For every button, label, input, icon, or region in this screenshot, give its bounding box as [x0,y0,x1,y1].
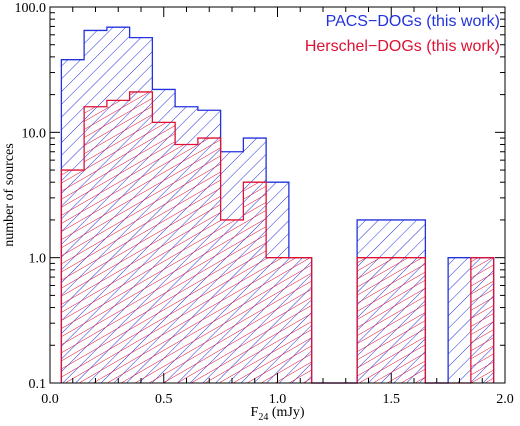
x-axis-label-subscript: 24 [258,412,268,423]
bar-herschel-dogs-5 [175,144,198,383]
axis-ticks [49,6,506,384]
outline-herschel-dogs [60,91,495,384]
y-tick-label-1: 1.0 [29,252,47,267]
x-axis-label-main: F [251,405,259,420]
histogram-outlines [60,26,495,384]
x-axis-label-unit: (mJy) [268,405,305,420]
x-tick-label-3: 1.5 [383,392,401,407]
bar-herschel-dogs-10 [288,257,312,383]
bar-herschel-dogs-13 [357,257,380,383]
x-axis-label: F24 (mJy) [251,405,305,423]
bar-herschel-dogs-8 [243,182,267,383]
bar-herschel-dogs-15 [402,257,426,383]
bar-herschel-dogs-6 [197,138,221,383]
bar-herschel-dogs-18 [470,257,494,383]
herschel-dogs-bars [61,91,494,384]
bar-herschel-dogs-3 [129,91,153,383]
y-tick-label-0: 0.1 [29,377,47,392]
bar-herschel-dogs-4 [152,122,176,383]
x-tick-label-1: 0.5 [155,392,173,407]
y-tick-label-2: 10.0 [22,126,47,141]
legend-pacs-dogs: PACS−DOGs (this work) [326,13,500,30]
bar-herschel-dogs-0 [61,170,85,383]
x-tick-label-4: 2.0 [496,392,514,407]
bar-herschel-dogs-7 [220,219,244,383]
y-tick-label-3: 100.0 [15,1,47,16]
bar-herschel-dogs-14 [379,257,403,383]
axis-tick-labels: 0.0 0.5 1.0 1.5 2.0 0.1 1.0 10.0 100.0 [15,1,514,407]
bar-herschel-dogs-1 [84,106,107,383]
bar-herschel-dogs-2 [106,100,130,384]
x-tick-label-0: 0.0 [41,392,59,407]
bar-pacs-dogs-17 [448,257,471,383]
legend-herschel-dogs: Herschel−DOGs (this work) [305,38,500,55]
x-tick-label-2: 1.0 [269,392,287,407]
bar-herschel-dogs-9 [266,257,289,383]
outline-pacs-dogs [60,26,495,384]
y-axis-label: number of sources [2,143,17,246]
